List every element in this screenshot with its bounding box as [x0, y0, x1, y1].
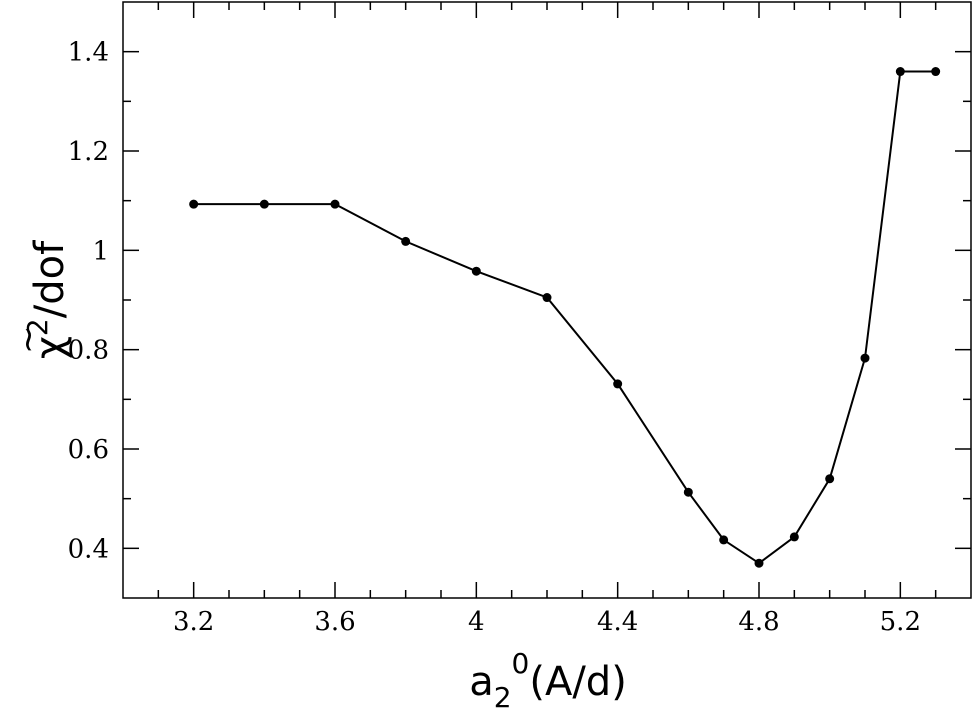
- data-point: [719, 535, 729, 545]
- y-axis-title: χ2/dof ~: [8, 240, 73, 359]
- x-tick-label: 4.4: [597, 607, 638, 637]
- data-point: [613, 379, 623, 389]
- data-point: [860, 353, 870, 363]
- data-point: [471, 266, 481, 276]
- tick-labels: 3.2 3.6 4 4.4 4.8 5.2 0.4 0.6 0.8 1 1.2 1.4: [68, 38, 921, 637]
- axis-ticks: [123, 2, 971, 598]
- y-axis-title-rest: /dof: [27, 240, 73, 318]
- data-point: [259, 199, 269, 209]
- y-axis-title-symbol: χ: [27, 336, 73, 359]
- data-series: [189, 67, 941, 568]
- y-tick-label: 1.4: [68, 38, 109, 68]
- x-axis-title-sub: 2: [494, 681, 512, 711]
- data-point: [189, 199, 199, 209]
- y-tick-label: 1.2: [68, 137, 109, 167]
- data-point: [931, 67, 941, 77]
- data-point: [683, 487, 693, 497]
- y-axis-title-sup: 2: [21, 318, 54, 336]
- x-tick-label: 4.8: [738, 607, 779, 637]
- y-tick-label: 0.6: [68, 435, 109, 465]
- y-tick-label: 0.4: [68, 534, 109, 564]
- data-point: [895, 67, 905, 77]
- y-tick-label: 0.8: [68, 336, 109, 366]
- x-axis-title-sup: 0: [512, 647, 530, 680]
- x-axis-title-rest: (A/d): [529, 659, 626, 705]
- x-axis-title-base: a: [469, 659, 494, 705]
- x-axis-title: a20(A/d): [469, 647, 627, 711]
- data-point: [789, 532, 799, 542]
- series-line: [193, 70, 936, 565]
- x-tick-label: 5.2: [880, 607, 921, 637]
- x-tick-label: 3.6: [314, 607, 355, 637]
- y-axis-title-tilde: ~: [8, 326, 48, 355]
- y-tick-label: 1: [92, 236, 109, 266]
- data-point: [330, 199, 340, 209]
- data-point: [825, 474, 835, 484]
- svg-text:χ2/dof: χ2/dof: [21, 240, 73, 359]
- x-tick-label: 3.2: [173, 607, 214, 637]
- data-point: [401, 236, 411, 246]
- data-point: [754, 558, 764, 568]
- data-point: [542, 293, 552, 303]
- x-tick-label: 4: [468, 607, 485, 637]
